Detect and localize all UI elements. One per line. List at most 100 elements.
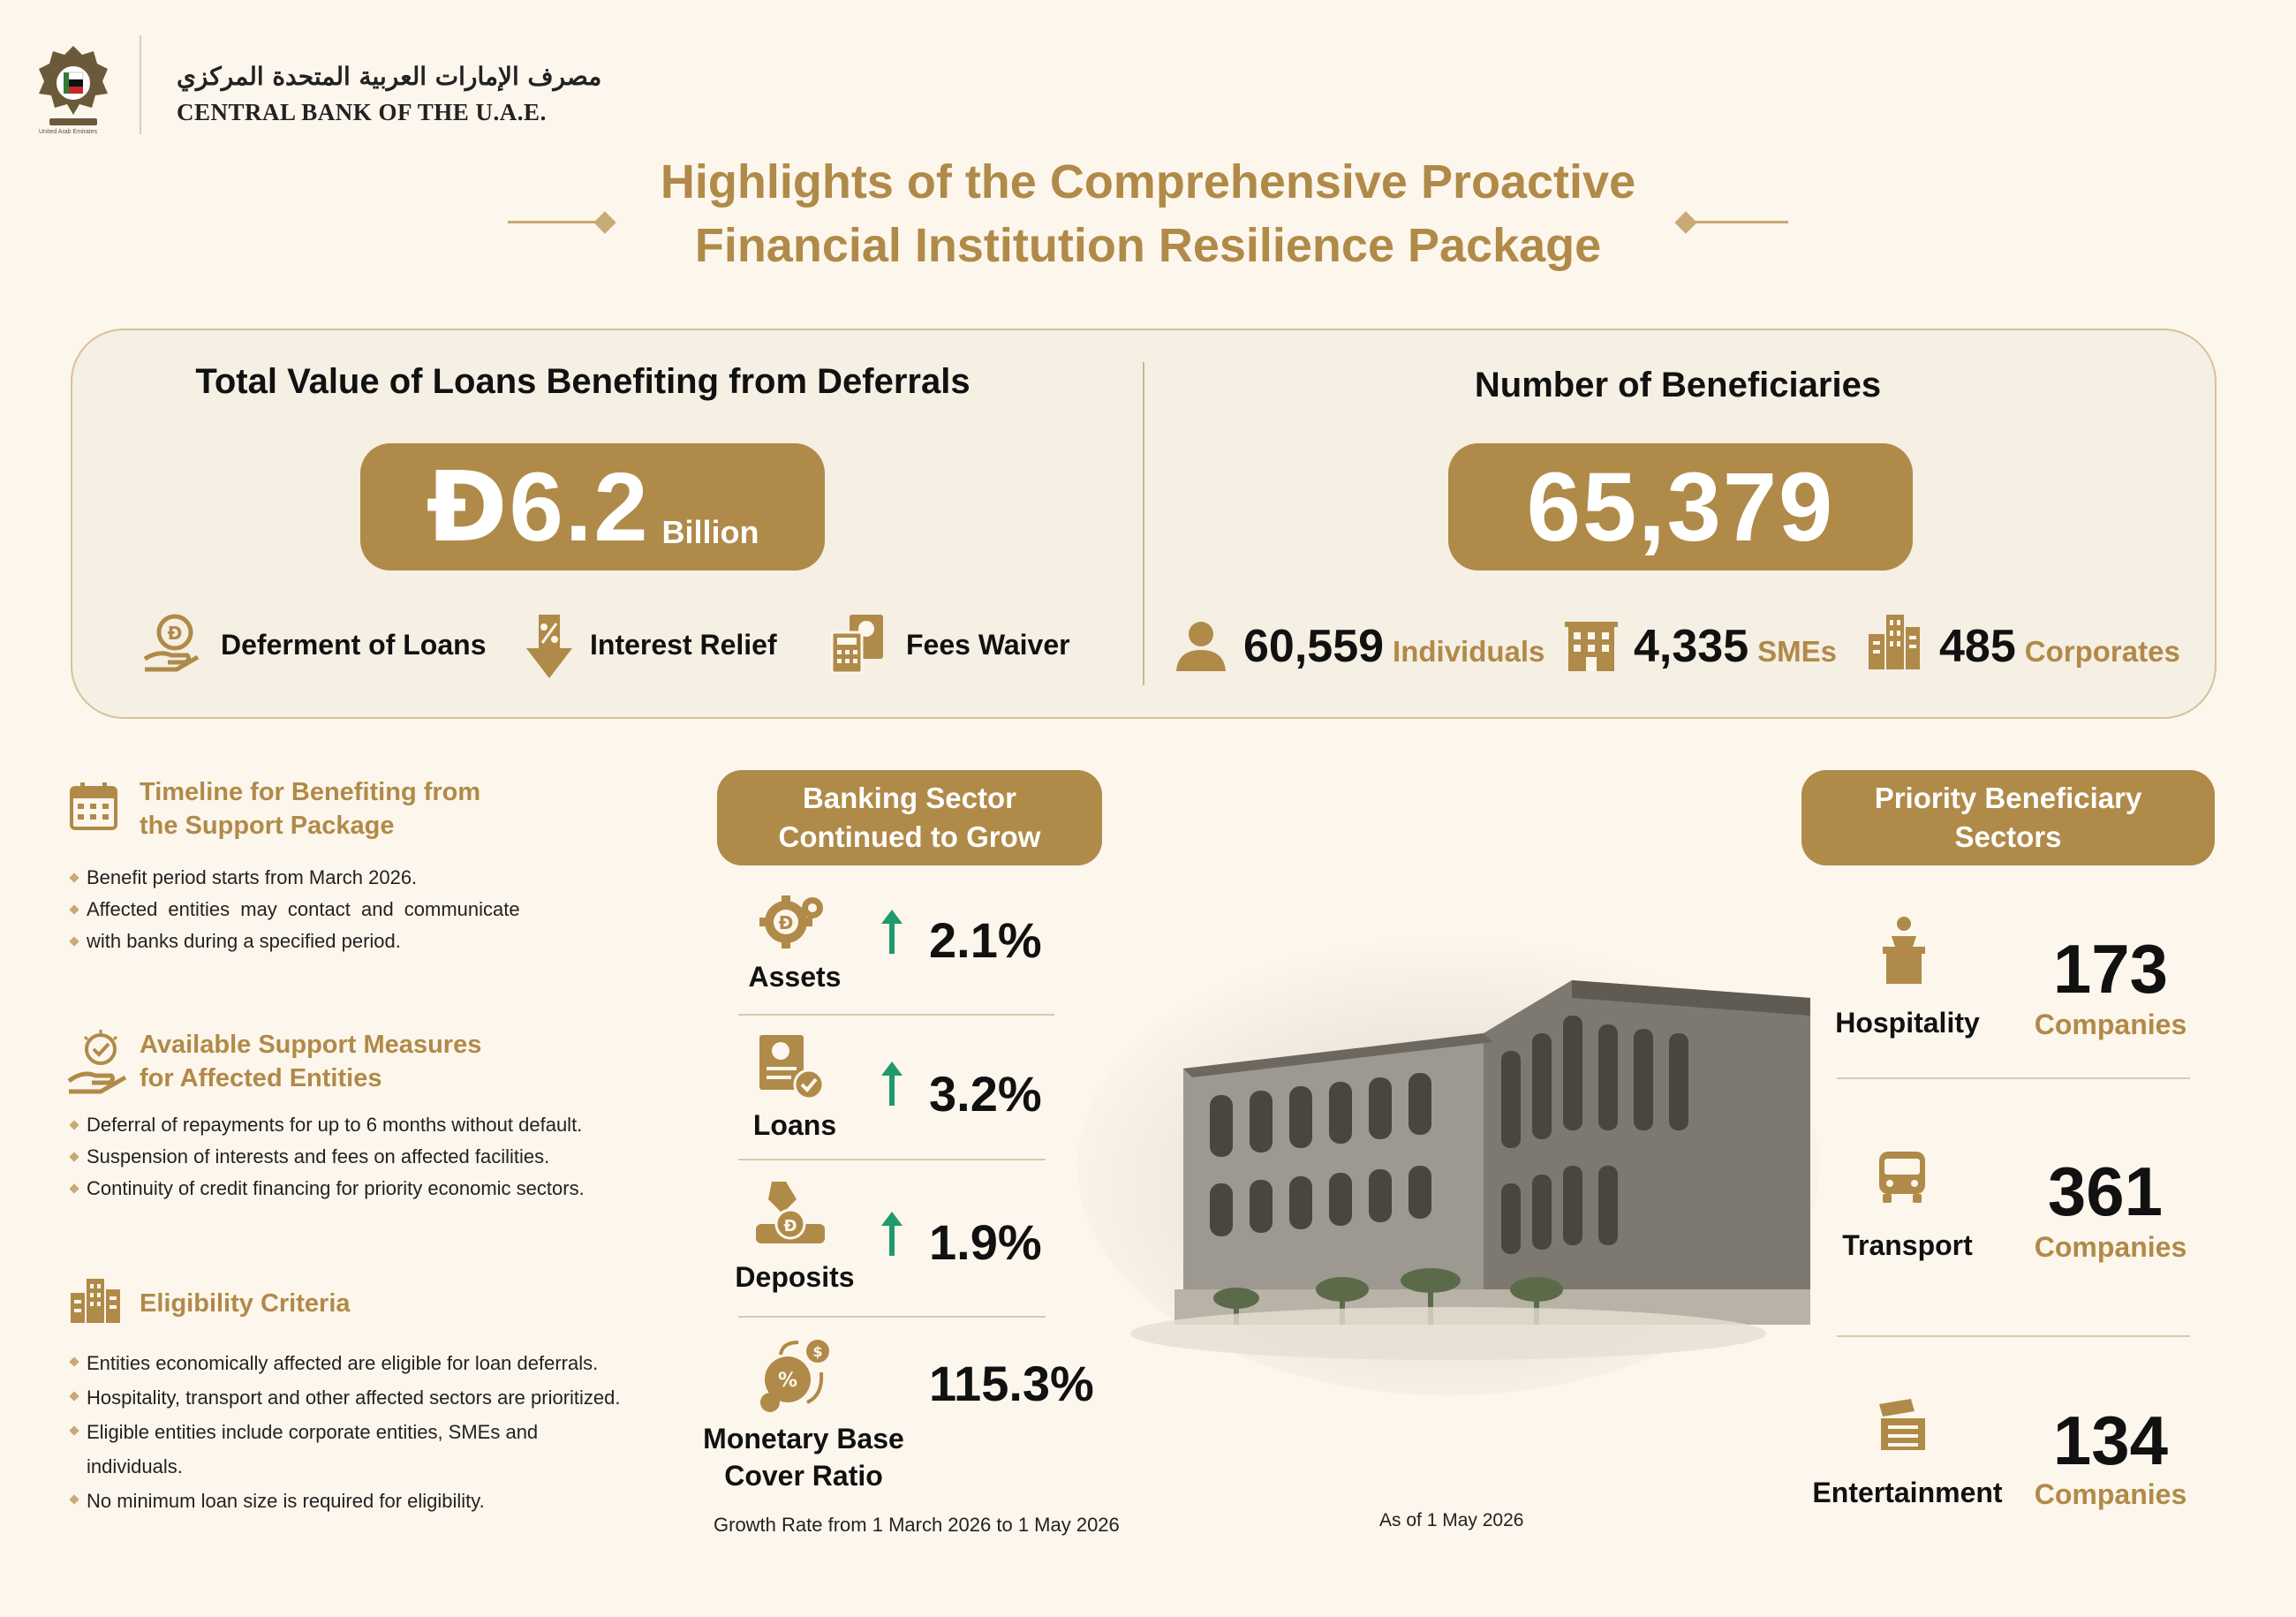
feature-deferment: Deferment of Loans: [221, 629, 487, 661]
beneficiaries-heading: Number of Beneficiaries: [1474, 366, 1882, 404]
list-item-continuation: individuals.: [87, 1455, 183, 1477]
calendar-icon: [70, 782, 117, 830]
sector-hospitality-label: Hospitality: [1835, 1007, 1980, 1039]
sector-transport-value: 361: [2047, 1152, 2164, 1230]
up-arrow-icon: [881, 1062, 903, 1106]
calculator-document-icon: [830, 615, 883, 675]
building-icon: [1565, 622, 1618, 671]
corporates-label: Corporates: [2024, 635, 2180, 668]
person-icon: [1176, 622, 1226, 671]
list-item: Deferral of repayments for up to 6 month…: [69, 1109, 634, 1141]
metric-deposits-label: Deposits: [735, 1261, 855, 1293]
hand-coin-icon: Đ: [143, 614, 200, 672]
list-item: Entities economically affected are eligi…: [69, 1346, 669, 1380]
loans-value-pill: Đ 6.2 Billion: [360, 443, 825, 570]
eligibility-heading: Eligibility Criteria: [140, 1289, 351, 1318]
loan-document-icon: [759, 1035, 825, 1100]
metric-assets-label: Assets: [748, 961, 842, 993]
loans-heading: Total Value of Loans Benefiting from Def…: [195, 362, 971, 401]
logo-divider: [140, 35, 141, 134]
buildings-icon: [71, 1279, 120, 1323]
metric-monetary-base-label: Monetary Base Cover Ratio: [698, 1420, 910, 1494]
skyscraper-icon: [1869, 615, 1920, 669]
feature-fees-waiver: Fees Waiver: [906, 629, 1070, 661]
banking-heading-line-2: Continued to Grow: [778, 820, 1041, 853]
smes-label: SMEs: [1757, 635, 1838, 668]
metric-monetary-base-label-line-2: Cover Ratio: [724, 1460, 883, 1492]
title-line-2: Financial Institution Resilience Package: [694, 219, 1602, 272]
beneficiary-corporates: 485 Corporates: [1939, 620, 2180, 673]
sector-entertainment-value: 134: [2052, 1402, 2169, 1479]
measures-heading: Available Support Measures for Affected …: [140, 1028, 481, 1095]
metric-deposits-value: 1.9%: [929, 1214, 1042, 1270]
sector-hospitality-unit: Companies: [2034, 1009, 2187, 1040]
currency-symbol: Đ: [426, 450, 510, 563]
sector-entertainment-label: Entertainment: [1812, 1477, 2003, 1508]
metric-divider: [738, 1316, 1046, 1318]
list-item: Eligible entities include corporate enti…: [69, 1415, 669, 1449]
sector-transport-label: Transport: [1842, 1229, 1973, 1261]
down-arrow-percent-icon: [526, 615, 572, 678]
bank-name-english: CENTRAL BANK OF THE U.A.E.: [177, 99, 547, 125]
measures-bullets: Deferral of repayments for up to 6 month…: [69, 1109, 634, 1205]
list-item: with banks during a specified period.: [69, 926, 563, 957]
svg-text:%: %: [778, 1370, 797, 1392]
corporates-value: 485: [1939, 621, 2016, 672]
beneficiary-individuals: 60,559 Individuals: [1243, 620, 1545, 673]
page-title: Highlights of the Comprehensive Proactiv…: [530, 150, 1766, 277]
title-line-1: Highlights of the Comprehensive Proactiv…: [660, 155, 1636, 208]
list-item: Benefit period starts from March 2026.: [69, 862, 563, 894]
timeline-heading: Timeline for Benefiting from the Support…: [140, 775, 480, 843]
timeline-heading-line-2: the Support Package: [140, 812, 395, 840]
measures-heading-line-2: for Affected Entities: [140, 1064, 382, 1092]
priority-heading-line-2: Sectors: [1954, 820, 2062, 853]
sector-transport-unit: Companies: [2034, 1231, 2187, 1263]
priority-heading-pill: Priority Beneficiary Sectors: [1801, 770, 2215, 865]
list-item: Suspension of interests and fees on affe…: [69, 1141, 634, 1173]
svg-text:$: $: [812, 1343, 822, 1360]
ticket-icon: [1879, 1399, 1925, 1450]
smes-value: 4,335: [1634, 621, 1749, 672]
deposit-hand-icon: Đ: [756, 1182, 825, 1243]
summary-divider: [1143, 362, 1144, 685]
beneficiaries-total: 65,379: [1526, 452, 1835, 562]
central-bank-building-illustration: [1077, 936, 1819, 1395]
bellhop-icon: [1883, 917, 1925, 984]
timeline-bullets: Benefit period starts from March 2026. A…: [69, 862, 563, 957]
feature-interest-relief: Interest Relief: [590, 629, 777, 661]
emblem-caption: United Arab Emirates: [39, 129, 98, 135]
as-of-date: As of 1 May 2026: [1379, 1510, 1524, 1530]
sector-hospitality-value: 173: [2052, 930, 2169, 1008]
metric-monetary-base-label-line-1: Monetary Base: [703, 1423, 904, 1455]
title-deco-right: [1691, 221, 1788, 223]
list-item: Hospitality, transport and other affecte…: [69, 1380, 669, 1415]
uae-emblem-icon: [39, 46, 108, 125]
metric-divider: [738, 1159, 1046, 1160]
sector-divider: [1837, 1077, 2190, 1079]
list-item: Continuity of credit financing for prior…: [69, 1173, 634, 1205]
metric-monetary-base-value: 115.3%: [929, 1356, 1094, 1411]
metric-loans-value: 3.2%: [929, 1066, 1042, 1122]
title-deco-left: [508, 221, 605, 223]
list-item: No minimum loan size is required for eli…: [69, 1484, 669, 1518]
individuals-value: 60,559: [1243, 621, 1385, 672]
gear-coin-icon: Đ: [759, 895, 823, 948]
sector-divider: [1837, 1335, 2190, 1337]
banking-heading-line-1: Banking Sector: [802, 782, 1017, 814]
growth-rate-footnote: Growth Rate from 1 March 2026 to 1 May 2…: [714, 1514, 1120, 1536]
svg-text:Đ: Đ: [168, 623, 183, 644]
beneficiary-smes: 4,335 SMEs: [1634, 620, 1837, 673]
up-arrow-icon: [881, 1212, 903, 1256]
metric-loans-label: Loans: [752, 1109, 837, 1141]
svg-text:Đ: Đ: [783, 1217, 797, 1235]
metric-assets-value: 2.1%: [929, 912, 1042, 968]
bank-name-arabic: مصرف الإمارات العربية المتحدة المركزي: [177, 62, 602, 91]
timeline-heading-line-1: Timeline for Benefiting from: [140, 778, 481, 806]
beneficiaries-total-pill: 65,379: [1448, 443, 1913, 570]
measures-heading-line-1: Available Support Measures: [140, 1031, 482, 1059]
metric-divider: [738, 1014, 1054, 1016]
priority-heading-line-1: Priority Beneficiary: [1874, 782, 2142, 814]
list-item: Affected entities may contact and commun…: [69, 894, 563, 926]
banking-heading-pill: Banking Sector Continued to Grow: [717, 770, 1102, 865]
hand-badge-icon: [67, 1030, 127, 1094]
